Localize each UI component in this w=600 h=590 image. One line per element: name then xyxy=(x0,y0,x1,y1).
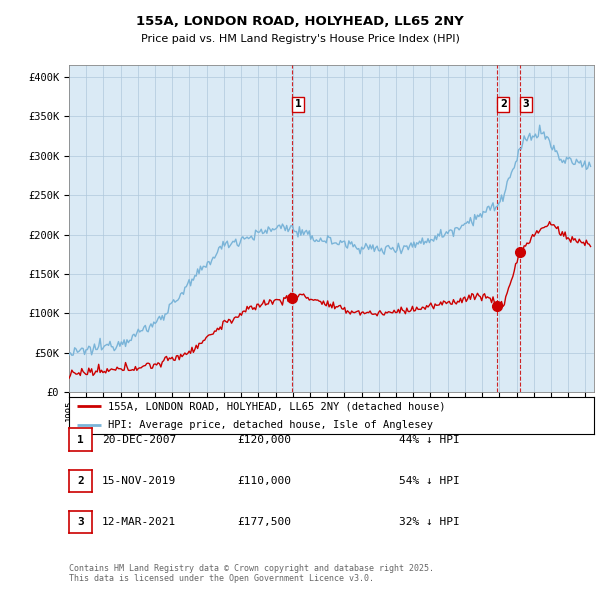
Text: 20-DEC-2007: 20-DEC-2007 xyxy=(102,435,176,444)
Text: 44% ↓ HPI: 44% ↓ HPI xyxy=(399,435,460,444)
Text: 155A, LONDON ROAD, HOLYHEAD, LL65 2NY: 155A, LONDON ROAD, HOLYHEAD, LL65 2NY xyxy=(136,15,464,28)
Text: HPI: Average price, detached house, Isle of Anglesey: HPI: Average price, detached house, Isle… xyxy=(109,419,433,430)
Text: 15-NOV-2019: 15-NOV-2019 xyxy=(102,476,176,486)
Text: 12-MAR-2021: 12-MAR-2021 xyxy=(102,517,176,527)
Text: 54% ↓ HPI: 54% ↓ HPI xyxy=(399,476,460,486)
Text: 3: 3 xyxy=(523,99,529,109)
Text: 2: 2 xyxy=(77,476,84,486)
Text: £110,000: £110,000 xyxy=(237,476,291,486)
Text: £120,000: £120,000 xyxy=(237,435,291,444)
Text: 2: 2 xyxy=(500,99,506,109)
Text: 1: 1 xyxy=(295,99,302,109)
Text: Contains HM Land Registry data © Crown copyright and database right 2025.
This d: Contains HM Land Registry data © Crown c… xyxy=(69,563,434,583)
Text: 1: 1 xyxy=(77,435,84,444)
Text: 3: 3 xyxy=(77,517,84,527)
Text: 32% ↓ HPI: 32% ↓ HPI xyxy=(399,517,460,527)
Text: 155A, LONDON ROAD, HOLYHEAD, LL65 2NY (detached house): 155A, LONDON ROAD, HOLYHEAD, LL65 2NY (d… xyxy=(109,401,446,411)
Text: Price paid vs. HM Land Registry's House Price Index (HPI): Price paid vs. HM Land Registry's House … xyxy=(140,34,460,44)
Text: £177,500: £177,500 xyxy=(237,517,291,527)
